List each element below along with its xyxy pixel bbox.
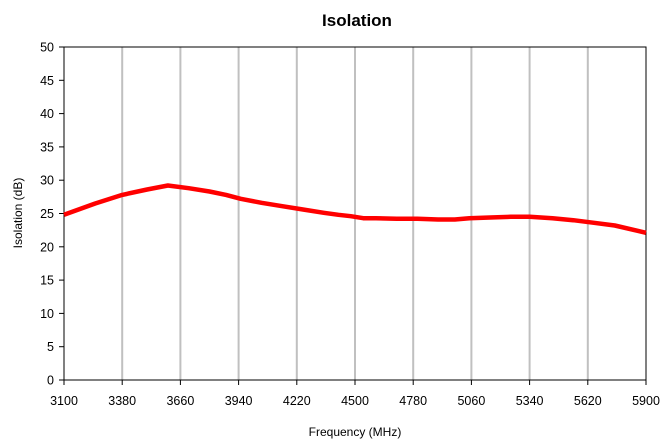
y-tick-labels: 0 5 10 15 20 25 30 35 40 45 50: [40, 41, 54, 388]
x-tick-label-5620: 5620: [574, 394, 602, 408]
series-layer: [63, 183, 647, 235]
axes: [59, 46, 647, 385]
y-tick-label-40: 40: [40, 107, 54, 121]
y-tick-label-10: 10: [40, 307, 54, 321]
x-tick-label-3940: 3940: [225, 394, 253, 408]
y-tick-label-20: 20: [40, 240, 54, 254]
y-tick-label-50: 50: [40, 41, 54, 55]
x-tick-label-4220: 4220: [283, 394, 311, 408]
x-tick-label-3100: 3100: [50, 394, 78, 408]
series-line-0: [63, 183, 647, 235]
x-tick-label-4780: 4780: [399, 394, 427, 408]
x-tick-label-3660: 3660: [166, 394, 194, 408]
grid-lines: [121, 47, 589, 380]
y-tick-label-30: 30: [40, 174, 54, 188]
x-tick-label-5060: 5060: [457, 394, 485, 408]
x-tick-label-5900: 5900: [632, 394, 660, 408]
y-tick-label-5: 5: [47, 340, 54, 354]
y-tick-label-25: 25: [40, 207, 54, 221]
y-tick-label-15: 15: [40, 274, 54, 288]
x-tick-label-5340: 5340: [516, 394, 544, 408]
y-axis-label: Isolation (dB): [11, 178, 25, 249]
chart-title: Isolation: [322, 11, 392, 30]
y-tick-label-35: 35: [40, 140, 54, 154]
x-axis-label: Frequency (MHz): [309, 425, 402, 439]
y-tick-label-45: 45: [40, 74, 54, 88]
y-tick-label-0: 0: [47, 374, 54, 388]
x-tick-label-4500: 4500: [341, 394, 369, 408]
x-tick-labels: 3100 3380 3660 3940 4220 4500 4780 5060 5340 5620…: [50, 394, 660, 408]
x-tick-label-3380: 3380: [108, 394, 136, 408]
